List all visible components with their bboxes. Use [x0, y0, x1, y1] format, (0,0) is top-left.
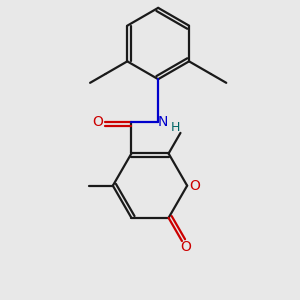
Text: O: O — [189, 179, 200, 193]
Text: O: O — [93, 115, 104, 129]
Text: O: O — [180, 240, 191, 254]
Text: N: N — [158, 115, 168, 129]
Text: H: H — [171, 121, 180, 134]
